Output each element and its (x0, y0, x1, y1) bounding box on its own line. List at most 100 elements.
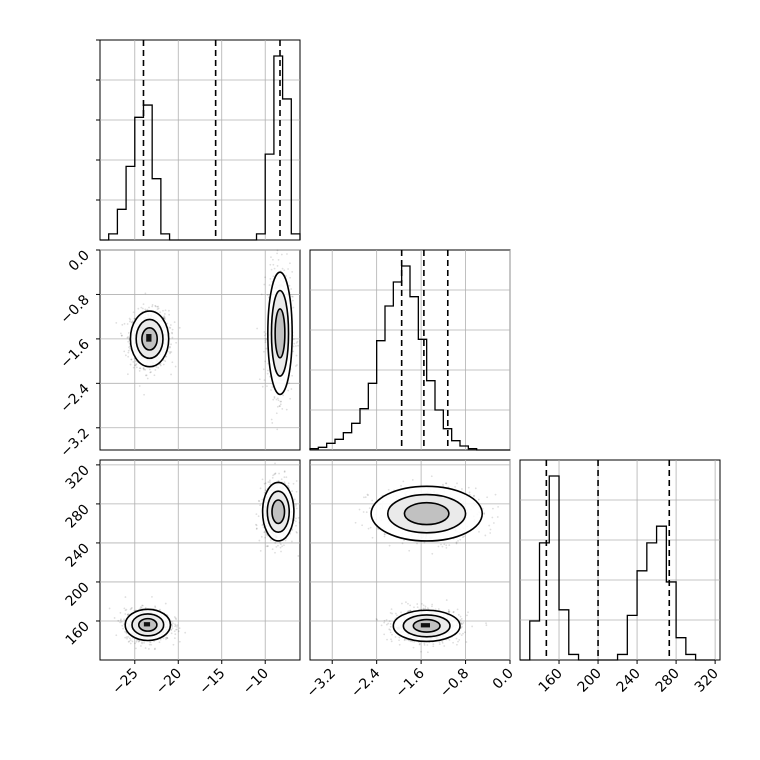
sample-point (164, 360, 167, 363)
sample-point (447, 610, 450, 613)
hist-bar (126, 166, 135, 240)
sample-point (129, 639, 132, 642)
hist-bar (291, 234, 300, 240)
sample-point (289, 262, 291, 265)
sample-point (150, 371, 152, 373)
sample-point (491, 516, 494, 519)
sample-point (420, 650, 422, 653)
sample-point (154, 606, 157, 609)
sample-point (124, 596, 127, 598)
sample-point (124, 630, 127, 633)
sample-point (461, 625, 463, 628)
sample-point (138, 370, 141, 372)
sample-point (157, 307, 160, 310)
sample-point (281, 545, 284, 548)
sample-point (143, 642, 145, 644)
sample-point (269, 375, 271, 378)
sample-point (277, 480, 280, 483)
density-peak (146, 334, 152, 342)
hist-bar (627, 615, 637, 660)
sample-point (448, 611, 450, 614)
sample-point (168, 326, 171, 329)
sample-point (468, 493, 471, 496)
sample-point (148, 368, 151, 371)
sample-point (398, 636, 401, 639)
sample-point (127, 351, 130, 354)
sample-point (263, 482, 266, 485)
sample-point (122, 627, 124, 630)
sample-point (171, 336, 174, 339)
sample-point (458, 639, 461, 641)
sample-point (144, 606, 147, 609)
panel-frame (519, 459, 721, 661)
sample-point (149, 371, 152, 374)
sample-point (264, 360, 267, 363)
sample-point (430, 475, 433, 478)
sample-point (263, 491, 266, 494)
sample-point (407, 602, 409, 605)
hist-outline (309, 265, 510, 451)
hist-bar (368, 383, 376, 450)
sample-point (127, 641, 130, 643)
sample-point (168, 313, 171, 316)
sample-point (258, 378, 261, 381)
sample-point (358, 508, 361, 511)
sample-point (159, 638, 162, 641)
sample-point (437, 545, 440, 548)
sample-point (147, 647, 150, 650)
sample-point (139, 607, 142, 610)
sample-point (394, 636, 397, 638)
sample-point (271, 548, 274, 551)
sample-point (170, 628, 173, 631)
sample-point (457, 539, 459, 542)
sample-point (279, 403, 282, 406)
sample-point (268, 481, 271, 483)
sample-point (269, 277, 272, 280)
sample-point (131, 606, 133, 609)
sample-point (145, 374, 148, 377)
hist-bar (393, 282, 401, 450)
sample-point (164, 636, 167, 639)
sample-point (283, 269, 286, 272)
sample-point (142, 367, 145, 370)
sample-point (144, 292, 147, 295)
sample-point (291, 529, 293, 532)
sample-point (139, 367, 142, 370)
sample-point (295, 524, 297, 527)
sample-point (174, 365, 177, 368)
sample-point (266, 294, 269, 296)
sample-point (151, 596, 153, 598)
sample-point (268, 284, 271, 286)
sample-point (270, 256, 272, 259)
sample-point (431, 603, 434, 606)
sample-point (401, 542, 404, 545)
sample-point (489, 528, 492, 531)
hist-bar (327, 443, 335, 450)
sample-point (282, 394, 285, 397)
sample-point (128, 317, 131, 320)
sample-point (409, 609, 411, 612)
sample-point (162, 359, 165, 362)
hist-bar (549, 476, 559, 660)
panel-1-0 (99, 249, 301, 451)
sample-point (140, 607, 143, 609)
sample-point (386, 638, 388, 641)
sample-point (264, 536, 267, 539)
sample-point (129, 347, 131, 350)
sample-point (256, 327, 259, 330)
sample-point (423, 644, 426, 646)
sample-point (484, 534, 487, 537)
sample-point (460, 617, 463, 620)
sample-point (154, 369, 157, 371)
sample-point (377, 528, 380, 531)
sample-point (166, 637, 169, 639)
sample-point (294, 520, 297, 523)
sample-point (266, 545, 269, 547)
sample-point (135, 647, 137, 650)
hist-bar (152, 179, 161, 240)
sample-point (127, 340, 130, 343)
sample-point (383, 533, 386, 535)
sample-point (295, 490, 298, 493)
sample-point (455, 637, 458, 640)
sample-point (123, 607, 126, 610)
